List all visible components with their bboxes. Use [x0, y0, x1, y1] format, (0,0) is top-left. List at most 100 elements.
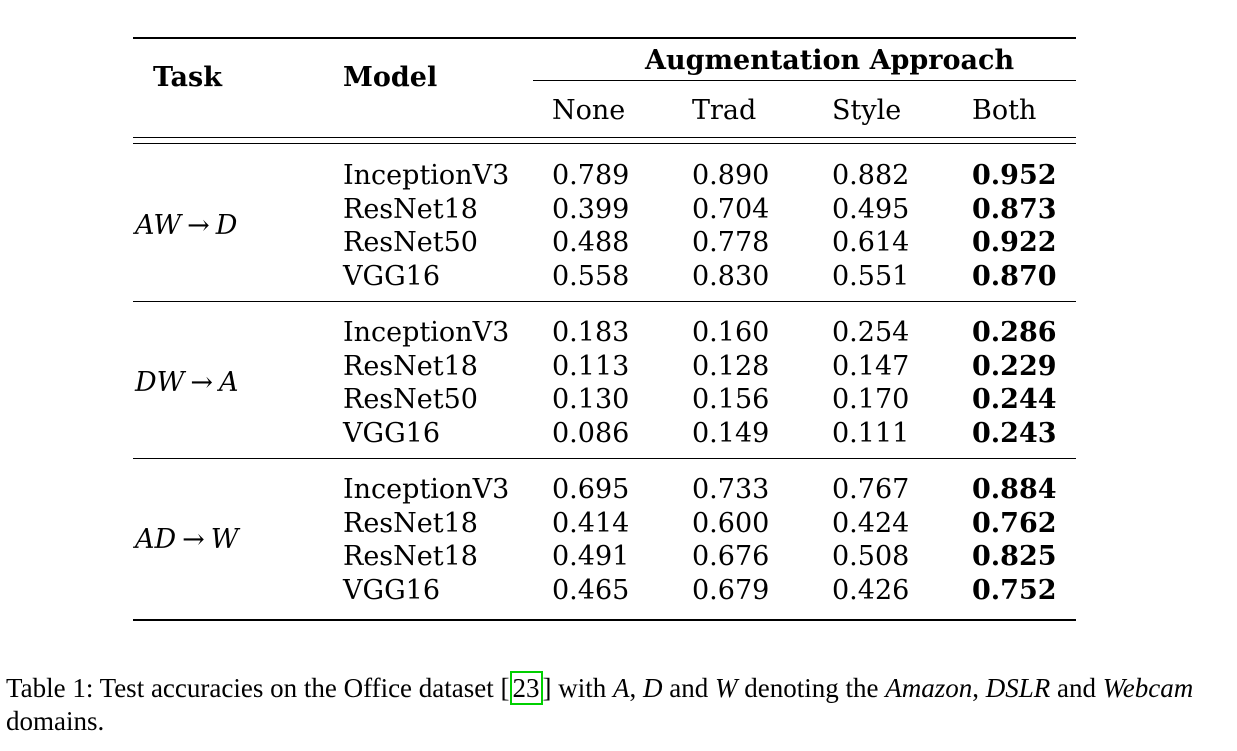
accuracy-cell: 0.491 [552, 541, 630, 572]
caption-text: and [1050, 673, 1103, 703]
task-source: AD [135, 524, 177, 556]
model-name: ResNet18 [343, 507, 478, 539]
header-augmentation-approach: Augmentation Approach [645, 45, 1015, 76]
model-name: ResNet18 [343, 350, 478, 382]
accuracy-cell: 0.424 [832, 507, 910, 539]
results-table: Task Model Augmentation Approach None Tr… [133, 37, 1076, 622]
accuracy-cell: 0.149 [692, 417, 770, 449]
table-caption: Table 1: Test accuracies on the Office d… [6, 671, 1231, 738]
accuracy-cell: 0.882 [832, 160, 910, 191]
group-divider-2 [133, 458, 1076, 459]
caption-text: and [662, 673, 715, 703]
task-label: AD → W [135, 525, 239, 555]
header-style: Style [832, 95, 902, 126]
accuracy-cell: 0.890 [692, 160, 770, 191]
bottom-rule [133, 619, 1076, 621]
top-rule [133, 37, 1076, 39]
accuracy-cell: 0.465 [552, 574, 630, 606]
model-name: ResNet50 [343, 384, 478, 415]
best-accuracy-cell: 0.243 [972, 417, 1057, 449]
arrow-icon: → [187, 210, 210, 242]
model-name: InceptionV3 [343, 160, 510, 191]
accuracy-cell: 0.113 [552, 350, 630, 382]
accuracy-cell: 0.695 [552, 474, 630, 505]
group-divider-1 [133, 301, 1076, 302]
best-accuracy-cell: 0.825 [972, 541, 1057, 572]
task-target: W [210, 524, 239, 556]
accuracy-cell: 0.426 [832, 574, 910, 606]
header-none: None [552, 95, 626, 126]
arrow-icon: → [182, 524, 205, 556]
header-task: Task [153, 62, 222, 93]
header-model: Model [343, 62, 438, 93]
best-accuracy-cell: 0.229 [972, 350, 1057, 382]
task-source: AW [135, 210, 182, 242]
task-target: D [215, 210, 238, 242]
caption-text: , [972, 673, 986, 703]
accuracy-cell: 0.830 [692, 260, 770, 292]
task-target: A [219, 367, 239, 399]
best-accuracy-cell: 0.244 [972, 384, 1057, 415]
accuracy-cell: 0.147 [832, 350, 910, 382]
caption-text: ] with [542, 673, 613, 703]
model-name: ResNet18 [343, 193, 478, 225]
model-name: VGG16 [343, 574, 440, 606]
task-source: DW [135, 367, 185, 399]
caption-symbol-d: D [643, 673, 663, 703]
accuracy-cell: 0.508 [832, 541, 910, 572]
group-header-rule [533, 80, 1076, 81]
header-trad: Trad [692, 95, 757, 126]
accuracy-cell: 0.676 [692, 541, 770, 572]
best-accuracy-cell: 0.952 [972, 160, 1057, 191]
model-name: InceptionV3 [343, 474, 510, 505]
accuracy-cell: 0.767 [832, 474, 910, 505]
task-label: DW → A [135, 368, 239, 398]
best-accuracy-cell: 0.873 [972, 193, 1057, 225]
accuracy-cell: 0.551 [832, 260, 910, 292]
model-name: VGG16 [343, 417, 440, 449]
task-label: AW → D [135, 211, 237, 241]
model-name: ResNet50 [343, 227, 478, 258]
accuracy-cell: 0.704 [692, 193, 770, 225]
accuracy-cell: 0.614 [832, 227, 910, 258]
accuracy-cell: 0.128 [692, 350, 770, 382]
caption-text: , [629, 673, 643, 703]
accuracy-cell: 0.183 [552, 317, 630, 348]
caption-text: Table 1: Test accuracies on the Office d… [6, 673, 510, 703]
accuracy-cell: 0.495 [832, 193, 910, 225]
accuracy-cell: 0.679 [692, 574, 770, 606]
best-accuracy-cell: 0.286 [972, 317, 1057, 348]
accuracy-cell: 0.600 [692, 507, 770, 539]
model-name: ResNet18 [343, 541, 478, 572]
accuracy-cell: 0.414 [552, 507, 630, 539]
accuracy-cell: 0.111 [832, 417, 910, 449]
best-accuracy-cell: 0.884 [972, 474, 1057, 505]
accuracy-cell: 0.170 [832, 384, 910, 415]
header-double-rule-1 [133, 137, 1076, 138]
accuracy-cell: 0.733 [692, 474, 770, 505]
accuracy-cell: 0.399 [552, 193, 630, 225]
caption-symbol-w: W [714, 673, 738, 703]
accuracy-cell: 0.130 [552, 384, 630, 415]
caption-domain-amazon: Amazon [885, 673, 973, 703]
accuracy-cell: 0.778 [692, 227, 770, 258]
accuracy-cell: 0.488 [552, 227, 630, 258]
caption-symbol-a: A [613, 673, 630, 703]
caption-text: denoting the [737, 673, 886, 703]
best-accuracy-cell: 0.870 [972, 260, 1057, 292]
accuracy-cell: 0.156 [692, 384, 770, 415]
best-accuracy-cell: 0.762 [972, 507, 1057, 539]
accuracy-cell: 0.086 [552, 417, 630, 449]
caption-domain-dslr: DSLR [985, 673, 1051, 703]
citation-link[interactable]: 23 [509, 671, 543, 705]
best-accuracy-cell: 0.752 [972, 574, 1057, 606]
model-name: VGG16 [343, 260, 440, 292]
arrow-icon: → [190, 367, 214, 399]
caption-domain-webcam: Webcam [1102, 673, 1194, 703]
header-both: Both [972, 95, 1037, 126]
accuracy-cell: 0.160 [692, 317, 770, 348]
caption-text: domains. [6, 706, 105, 736]
model-name: InceptionV3 [343, 317, 510, 348]
best-accuracy-cell: 0.922 [972, 227, 1057, 258]
accuracy-cell: 0.558 [552, 260, 630, 292]
